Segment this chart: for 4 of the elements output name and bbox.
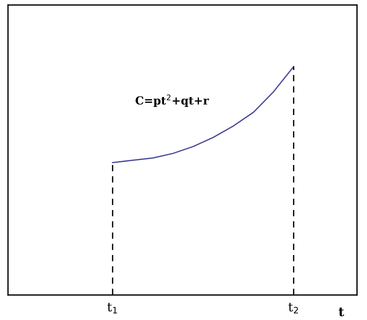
- x-axis-title: t: [338, 308, 344, 316]
- annotation: C=pt$^{2}$+qt+r: [136, 94, 209, 107]
- x-tick-label: t$_{2}$: [288, 302, 298, 314]
- x-tick-label: t$_{1}$: [107, 302, 117, 314]
